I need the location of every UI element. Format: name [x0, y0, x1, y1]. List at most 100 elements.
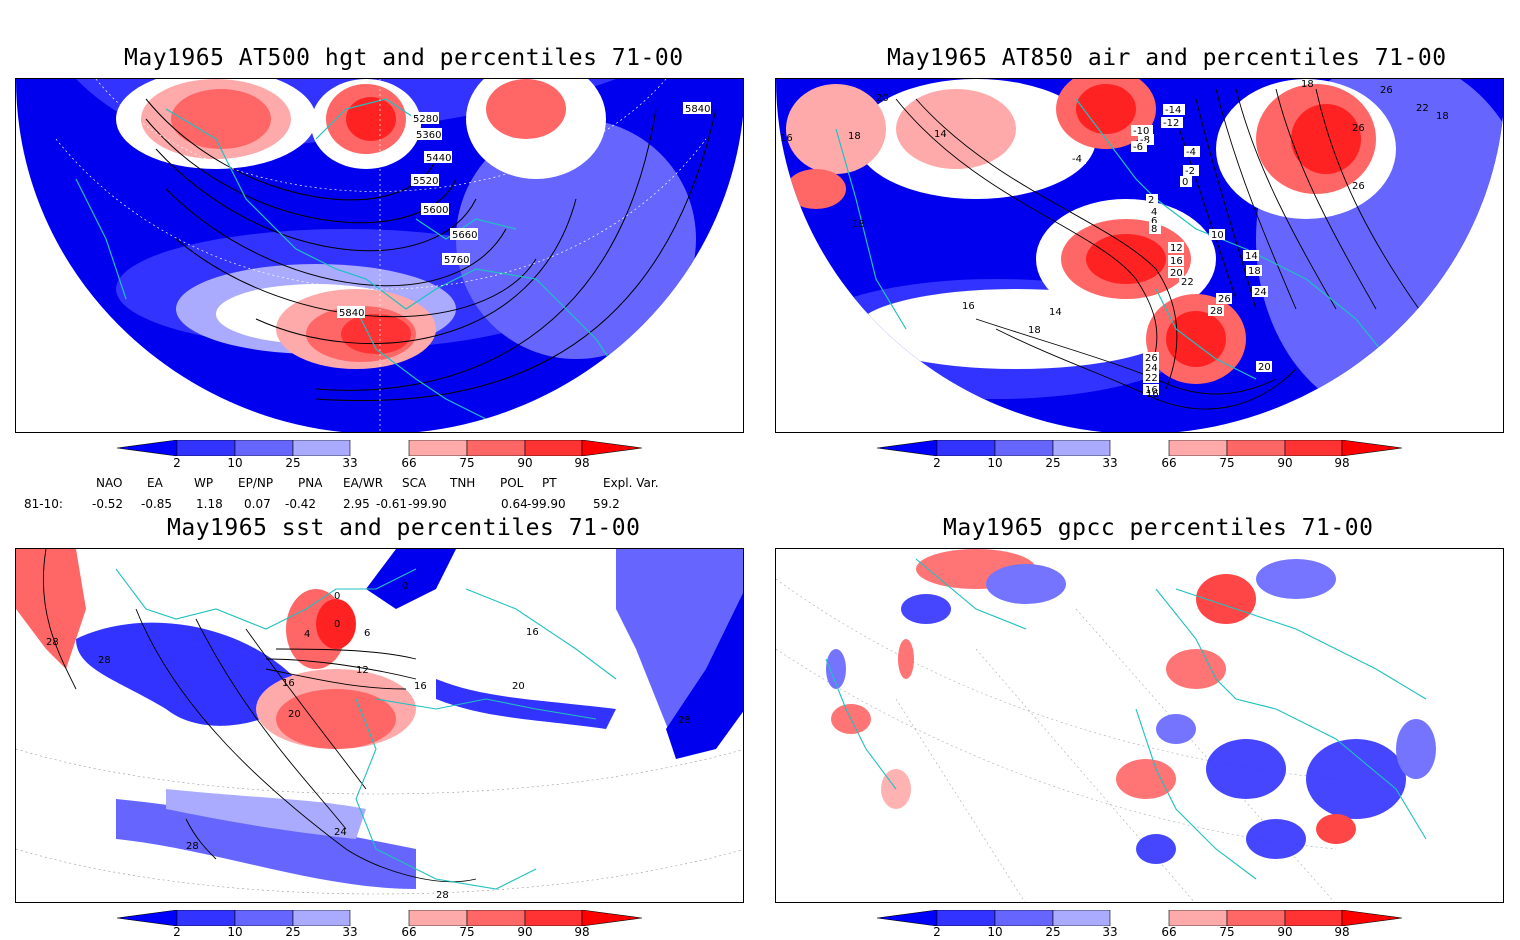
cbar-sst-label-2: 2: [173, 925, 181, 939]
svg-text:24: 24: [1145, 363, 1158, 374]
svg-text:5440: 5440: [426, 153, 451, 164]
svg-text:16: 16: [282, 678, 295, 689]
svg-text:26: 26: [1352, 181, 1365, 192]
svg-text:26: 26: [1145, 353, 1158, 364]
idx-value-pt: -99.90: [527, 497, 566, 511]
cbar-gpcc-label-33: 33: [1102, 925, 1118, 939]
svg-text:26: 26: [1352, 123, 1365, 134]
idx-header-sca: SCA: [402, 476, 427, 490]
map-hgt: 5280 5360 5440 5520 5600 5660 5760 5840 …: [16, 79, 743, 432]
idx-header-ea: EA: [147, 476, 163, 490]
svg-text:24: 24: [1254, 287, 1267, 298]
idx-header-explvar: Expl. Var.: [603, 476, 659, 490]
svg-text:16: 16: [780, 133, 793, 144]
idx-header-nao: NAO: [96, 476, 123, 490]
cbar-hgt-label-10: 10: [227, 456, 243, 470]
idx-header-pna: PNA: [298, 476, 323, 490]
svg-text:20: 20: [1170, 268, 1183, 279]
indices-header-row: NAO EA WP EP/NP PNA EA/WR SCA TNH POL PT…: [0, 476, 760, 492]
panel-title-air: May1965 AT850 air and percentiles 71-00: [887, 45, 1447, 71]
panel-title-sst: May1965 sst and percentiles 71-00: [167, 515, 641, 541]
idx-header-wp: WP: [194, 476, 214, 490]
svg-text:5840: 5840: [685, 104, 710, 115]
svg-text:4: 4: [304, 629, 310, 640]
svg-text:5520: 5520: [413, 176, 438, 187]
svg-text:28: 28: [1210, 306, 1223, 317]
svg-text:16: 16: [526, 627, 539, 638]
svg-text:4: 4: [1151, 207, 1157, 218]
map-panel-air: 16 20 14 18 18 16 -14 -12 -10 -8 -6 -4 -…: [775, 78, 1504, 433]
panel-title-hgt: May1965 AT500 hgt and percentiles 71-00: [124, 45, 684, 71]
map-panel-sst: 28 28 0 4 0 6 12 16 20 16 0 20 16 28 24 …: [15, 548, 744, 903]
svg-text:0: 0: [334, 591, 340, 602]
colorbar-air-graphic: [876, 439, 1403, 457]
svg-text:10: 10: [1211, 230, 1224, 241]
idx-header-epnp: EP/NP: [238, 476, 274, 490]
map-panel-hgt: 5280 5360 5440 5520 5600 5660 5760 5840 …: [15, 78, 744, 433]
colorbar-air: [876, 439, 1403, 457]
cbar-gpcc-label-75: 75: [1219, 925, 1235, 939]
svg-text:20: 20: [1258, 362, 1271, 373]
svg-text:5760: 5760: [444, 255, 469, 266]
svg-text:0: 0: [334, 619, 340, 630]
idx-header-eawr: EA/WR: [343, 476, 384, 490]
cbar-air-label-25: 25: [1045, 456, 1061, 470]
cbar-hgt-label-33: 33: [342, 456, 358, 470]
map-panel-gpcc: [775, 548, 1504, 903]
cbar-sst-label-66: 66: [401, 925, 417, 939]
svg-text:16: 16: [962, 301, 975, 312]
cbar-air-label-98: 98: [1334, 456, 1350, 470]
idx-value-eawr: 2.95: [343, 497, 370, 511]
svg-text:18: 18: [1301, 79, 1314, 90]
colorbar-gpcc-graphic: [876, 909, 1403, 927]
svg-text:-6: -6: [1133, 142, 1143, 153]
cbar-gpcc-label-98: 98: [1334, 925, 1350, 939]
svg-text:28: 28: [186, 841, 199, 852]
cbar-air-label-10: 10: [987, 456, 1003, 470]
cbar-air-label-2: 2: [933, 456, 941, 470]
map-sst: 28 28 0 4 0 6 12 16 20 16 0 20 16 28 24 …: [16, 549, 743, 902]
svg-text:28: 28: [98, 655, 111, 666]
svg-text:-4: -4: [1186, 147, 1196, 158]
cbar-sst-label-33: 33: [342, 925, 358, 939]
svg-text:14: 14: [1245, 251, 1258, 262]
idx-value-pna: -0.42: [285, 497, 317, 511]
svg-text:-10: -10: [1133, 126, 1149, 137]
svg-text:-14: -14: [1165, 105, 1181, 116]
svg-text:16: 16: [1146, 389, 1159, 400]
map-air: 16 20 14 18 18 16 -14 -12 -10 -8 -6 -4 -…: [776, 79, 1503, 432]
svg-text:26: 26: [1218, 294, 1231, 305]
svg-text:5280: 5280: [413, 114, 438, 125]
svg-text:-8: -8: [1140, 135, 1150, 146]
svg-text:12: 12: [1170, 243, 1183, 254]
svg-text:28: 28: [436, 890, 449, 901]
cbar-sst-label-98: 98: [574, 925, 590, 939]
colorbar-hgt: [116, 439, 643, 457]
svg-text:18: 18: [848, 131, 861, 142]
svg-text:0: 0: [1182, 177, 1188, 188]
colorbar-sst-graphic: [116, 909, 643, 927]
cbar-gpcc-label-90: 90: [1277, 925, 1293, 939]
panel-title-gpcc: May1965 gpcc percentiles 71-00: [943, 515, 1374, 541]
svg-text:5660: 5660: [452, 230, 477, 241]
svg-text:6: 6: [364, 628, 370, 639]
svg-text:28: 28: [678, 715, 691, 726]
cbar-sst-label-75: 75: [459, 925, 475, 939]
idx-row-label: 81-10:: [24, 497, 63, 511]
cbar-sst-label-10: 10: [227, 925, 243, 939]
idx-value-epnp: 0.07: [244, 497, 271, 511]
idx-value-pol: 0.64: [501, 497, 528, 511]
idx-header-tnh: TNH: [450, 476, 476, 490]
idx-header-pt: PT: [542, 476, 557, 490]
svg-text:18: 18: [1436, 111, 1449, 122]
svg-text:22: 22: [1416, 103, 1429, 114]
svg-text:5840: 5840: [339, 308, 364, 319]
cbar-hgt-label-66: 66: [401, 456, 417, 470]
colorbar-hgt-graphic: [116, 439, 643, 457]
cbar-hgt-label-2: 2: [173, 456, 181, 470]
svg-text:16: 16: [414, 681, 427, 692]
svg-text:18: 18: [1248, 266, 1261, 277]
cbar-sst-label-25: 25: [285, 925, 301, 939]
cbar-hgt-label-75: 75: [459, 456, 475, 470]
idx-header-pol: POL: [500, 476, 524, 490]
